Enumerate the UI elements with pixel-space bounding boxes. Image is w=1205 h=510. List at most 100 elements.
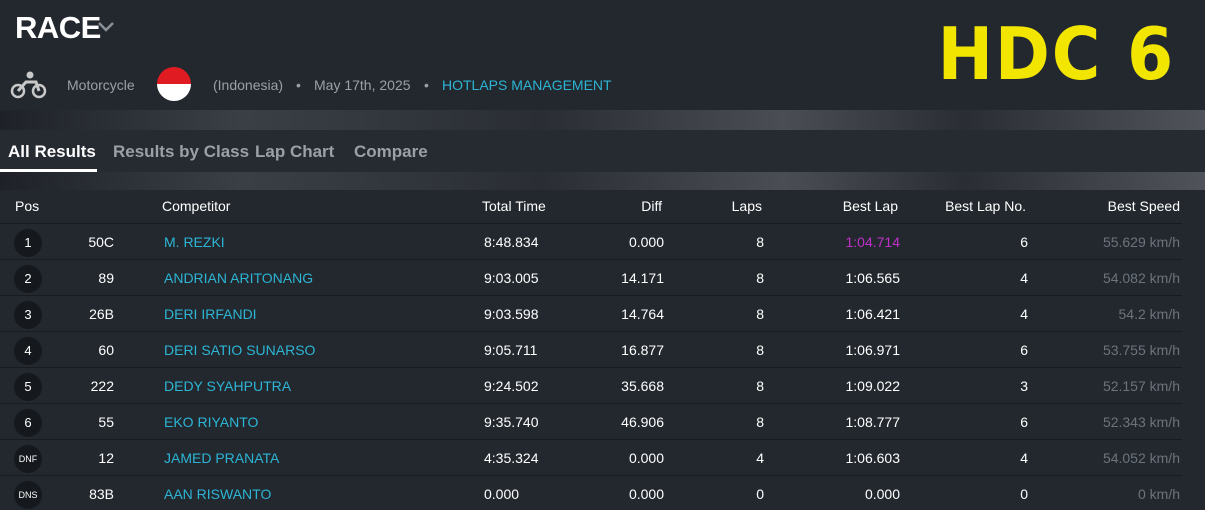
best-speed: 52.343 km/h — [1102, 414, 1180, 430]
competitor-name[interactable]: DERI SATIO SUNARSO — [164, 342, 316, 358]
table-row — [0, 296, 1182, 332]
table-row — [0, 260, 1182, 296]
texture-band — [0, 172, 1205, 190]
column-header: Laps — [731, 198, 762, 214]
column-header: Competitor — [162, 198, 231, 214]
total-time: 9:03.598 — [484, 306, 539, 322]
laps: 8 — [756, 378, 764, 394]
column-header: Best Lap — [842, 198, 898, 214]
competitor-name[interactable]: DEDY SYAHPUTRA — [164, 378, 292, 394]
column-header: Pos — [15, 198, 40, 214]
position-badge: 2 — [14, 265, 42, 293]
dropdown-chevron[interactable] — [95, 18, 117, 34]
tab[interactable]: Results by Class — [113, 142, 250, 161]
bike-number: 26B — [89, 306, 114, 322]
competitor-name[interactable]: EKO RIYANTO — [164, 414, 259, 430]
best-lap: 1:06.565 — [845, 270, 901, 286]
table-row — [0, 368, 1182, 404]
position-badge: 4 — [14, 337, 42, 365]
bike-number: 222 — [90, 378, 114, 394]
competitor-name[interactable]: AAN RISWANTO — [164, 486, 272, 502]
active-tab-underline — [0, 169, 97, 172]
laps: 8 — [756, 234, 764, 250]
tab[interactable]: Lap Chart — [255, 142, 335, 161]
race-title: RACE — [15, 10, 101, 45]
best-speed: 0 km/h — [1137, 486, 1180, 502]
total-time: 0.000 — [484, 486, 520, 502]
position-badge: 5 — [14, 373, 42, 401]
bike-number: 12 — [98, 450, 114, 466]
competitor-name[interactable]: M. REZKI — [164, 234, 225, 250]
column-header: Total Time — [482, 198, 546, 214]
total-time: 9:03.005 — [484, 270, 539, 286]
best-speed: 54.2 km/h — [1118, 306, 1180, 322]
bike-number: 89 — [98, 270, 114, 286]
laps: 8 — [756, 414, 764, 430]
competitor-name[interactable]: DERI IRFANDI — [164, 306, 257, 322]
diff: 14.764 — [621, 306, 664, 322]
best-speed: 52.157 km/h — [1102, 378, 1180, 394]
best-lap: 1:04.714 — [845, 234, 901, 250]
tab-bar — [0, 130, 1205, 172]
position-badge: DNF — [14, 445, 42, 473]
diff: 14.171 — [621, 270, 664, 286]
total-time: 9:05.711 — [484, 342, 538, 358]
sport: Motorcycle — [67, 77, 135, 93]
total-time: 4:35.324 — [484, 450, 539, 466]
separator: • — [296, 77, 301, 93]
position-badge: DNS — [14, 481, 42, 509]
texture-band — [0, 110, 1205, 130]
best-speed: 55.629 km/h — [1102, 234, 1180, 250]
organizer[interactable]: HOTLAPS MANAGEMENT — [442, 77, 612, 93]
bike-number: 50C — [88, 234, 114, 250]
table-row — [0, 224, 1182, 260]
table-row — [0, 440, 1182, 476]
best-lap: 1:06.971 — [845, 342, 901, 358]
table-row — [0, 404, 1182, 440]
best-lap-no: 6 — [1020, 342, 1028, 358]
country: (Indonesia) — [213, 77, 284, 93]
total-time: 9:35.740 — [484, 414, 539, 430]
competitor-name[interactable]: JAMED PRANATA — [164, 450, 280, 466]
best-lap-no: 4 — [1020, 450, 1028, 466]
best-lap-no: 6 — [1020, 414, 1028, 430]
diff: 46.906 — [621, 414, 664, 430]
best-lap-no: 0 — [1020, 486, 1028, 502]
laps: 8 — [756, 306, 764, 322]
column-header: Best Lap No. — [945, 198, 1026, 214]
diff: 0.000 — [628, 450, 664, 466]
competitor-name[interactable]: ANDRIAN ARITONANG — [164, 270, 314, 286]
diff: 16.877 — [621, 342, 664, 358]
best-speed: 54.052 km/h — [1102, 450, 1180, 466]
motorcycle-icon — [10, 71, 47, 99]
total-time: 8:48.834 — [484, 234, 539, 250]
diff: 35.668 — [621, 378, 664, 394]
best-lap: 1:09.022 — [845, 378, 901, 394]
position-badge: 1 — [14, 229, 42, 257]
column-header: Diff — [641, 198, 662, 214]
diff: 0.000 — [628, 486, 664, 502]
best-lap: 1:06.603 — [845, 450, 901, 466]
flag-icon — [157, 67, 191, 101]
laps: 0 — [756, 486, 764, 502]
column-header: Best Speed — [1107, 198, 1180, 214]
tab[interactable]: All Results — [8, 142, 96, 161]
event-logo: HDC 6 — [937, 12, 1175, 96]
table-row — [0, 332, 1182, 368]
bike-number: 55 — [98, 414, 114, 430]
diff: 0.000 — [628, 234, 664, 250]
laps: 4 — [756, 450, 764, 466]
tab[interactable]: Compare — [354, 142, 428, 161]
best-lap-no: 3 — [1020, 378, 1028, 394]
header-divider — [0, 188, 1182, 224]
best-lap: 0.000 — [864, 486, 900, 502]
best-lap: 1:06.421 — [845, 306, 901, 322]
best-lap-no: 4 — [1020, 306, 1028, 322]
position-badge: 3 — [14, 301, 42, 329]
separator: • — [424, 77, 429, 93]
bike-number: 83B — [89, 486, 114, 502]
bike-number: 60 — [98, 342, 114, 358]
total-time: 9:24.502 — [484, 378, 539, 394]
best-speed: 53.755 km/h — [1102, 342, 1180, 358]
